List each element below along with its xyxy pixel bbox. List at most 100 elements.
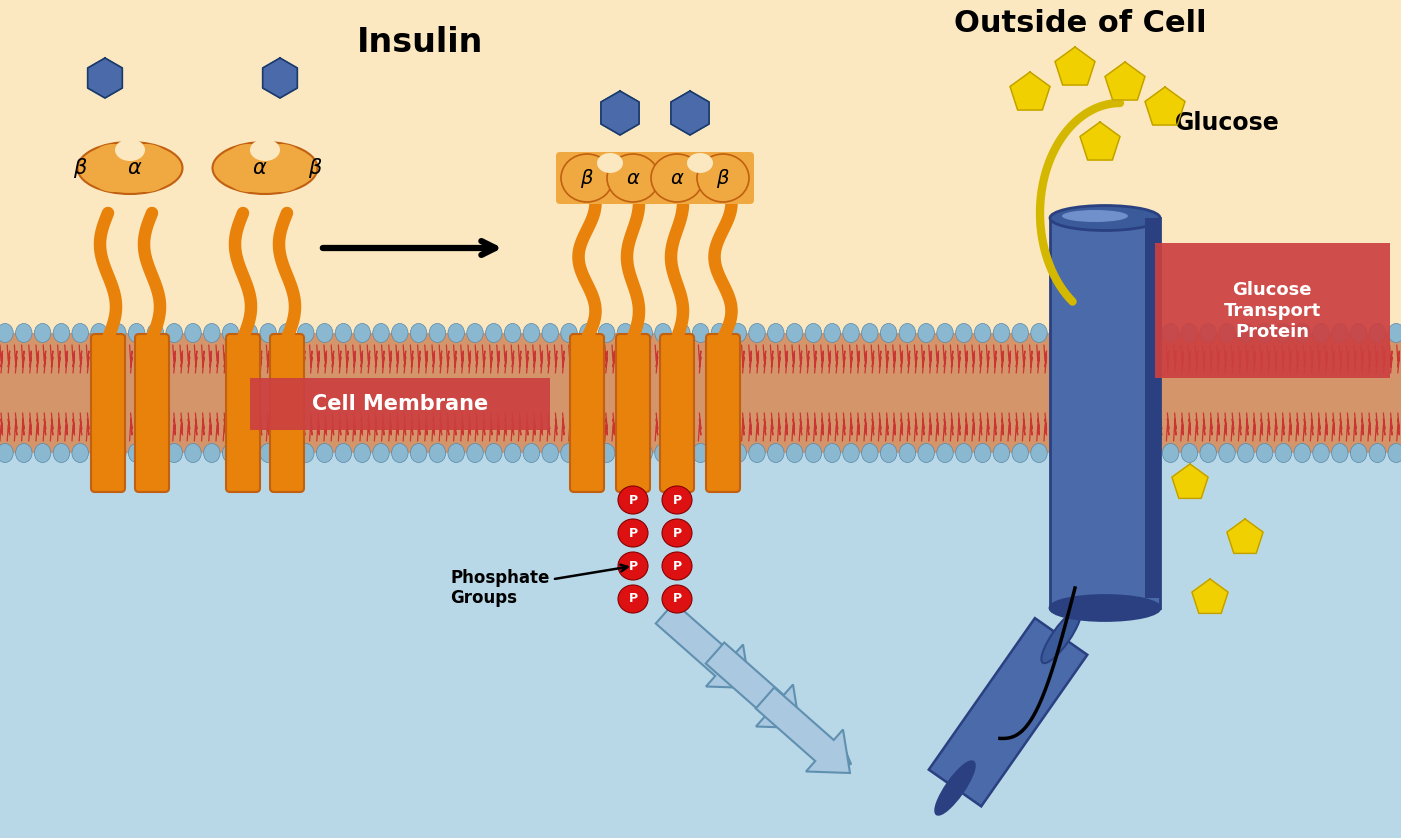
Ellipse shape [1163,443,1178,463]
Ellipse shape [899,443,916,463]
Ellipse shape [147,323,164,343]
Ellipse shape [1143,323,1160,343]
Ellipse shape [53,443,70,463]
Ellipse shape [1257,323,1274,343]
Text: Insulin: Insulin [357,27,483,59]
FancyBboxPatch shape [706,334,740,492]
Ellipse shape [15,323,32,343]
Ellipse shape [185,323,202,343]
Ellipse shape [1041,610,1080,663]
Ellipse shape [261,443,276,463]
FancyBboxPatch shape [91,334,125,492]
Ellipse shape [580,443,595,463]
Polygon shape [1227,519,1264,553]
Ellipse shape [354,443,370,463]
FancyBboxPatch shape [270,334,304,492]
Ellipse shape [880,443,897,463]
Ellipse shape [115,139,144,161]
Ellipse shape [730,443,747,463]
Ellipse shape [712,323,727,343]
Ellipse shape [317,323,333,343]
Polygon shape [1192,579,1229,613]
Text: Glucose: Glucose [1175,111,1279,135]
Ellipse shape [618,519,649,547]
Ellipse shape [185,443,202,463]
Ellipse shape [1012,443,1028,463]
Polygon shape [1171,464,1208,499]
Ellipse shape [1087,443,1104,463]
Ellipse shape [674,323,691,343]
Ellipse shape [1313,323,1330,343]
Ellipse shape [0,443,13,463]
Ellipse shape [0,323,13,343]
Ellipse shape [1331,323,1348,343]
Ellipse shape [730,323,747,343]
Ellipse shape [1369,443,1386,463]
Ellipse shape [862,443,878,463]
Polygon shape [1080,122,1119,160]
Polygon shape [88,58,122,98]
Ellipse shape [598,323,615,343]
Ellipse shape [1181,443,1198,463]
Ellipse shape [618,486,649,514]
Ellipse shape [993,323,1010,343]
Ellipse shape [768,443,785,463]
Text: Phosphate
Groups: Phosphate Groups [450,565,628,608]
Ellipse shape [373,443,389,463]
Polygon shape [601,91,639,135]
Text: $\beta$: $\beta$ [308,156,322,180]
Ellipse shape [618,443,633,463]
Ellipse shape [636,443,653,463]
Ellipse shape [918,443,934,463]
Ellipse shape [1105,323,1122,343]
Polygon shape [706,643,800,728]
Ellipse shape [523,443,539,463]
Ellipse shape [147,443,164,463]
Ellipse shape [1388,443,1401,463]
Ellipse shape [1369,323,1386,343]
Ellipse shape [955,443,972,463]
Ellipse shape [317,443,333,463]
Ellipse shape [1351,323,1367,343]
Ellipse shape [1031,443,1048,463]
Ellipse shape [1069,323,1084,343]
Text: P: P [672,494,681,506]
Ellipse shape [391,443,408,463]
Ellipse shape [71,443,88,463]
Ellipse shape [523,323,539,343]
Ellipse shape [824,443,841,463]
Text: $\alpha$: $\alpha$ [670,168,684,188]
Ellipse shape [53,323,70,343]
Ellipse shape [410,323,427,343]
Ellipse shape [279,443,296,463]
Bar [0,0,1401,393]
Text: P: P [672,560,681,572]
Ellipse shape [261,323,276,343]
Ellipse shape [373,323,389,343]
Ellipse shape [748,323,765,343]
Ellipse shape [221,144,275,192]
Ellipse shape [651,154,703,202]
Text: P: P [629,592,637,606]
Ellipse shape [1237,323,1254,343]
Ellipse shape [674,443,691,463]
Ellipse shape [91,443,108,463]
Text: P: P [672,592,681,606]
Ellipse shape [1275,443,1292,463]
Ellipse shape [1275,323,1292,343]
Ellipse shape [1049,205,1160,230]
Ellipse shape [618,323,633,343]
Ellipse shape [297,323,314,343]
FancyBboxPatch shape [570,334,604,492]
Bar [1145,218,1160,598]
Ellipse shape [410,443,427,463]
Bar [1049,218,1160,608]
Ellipse shape [918,323,934,343]
Polygon shape [1145,87,1185,125]
Ellipse shape [213,142,318,194]
Ellipse shape [129,323,144,343]
Ellipse shape [87,144,139,192]
Ellipse shape [1295,323,1310,343]
Ellipse shape [203,443,220,463]
Ellipse shape [843,443,859,463]
